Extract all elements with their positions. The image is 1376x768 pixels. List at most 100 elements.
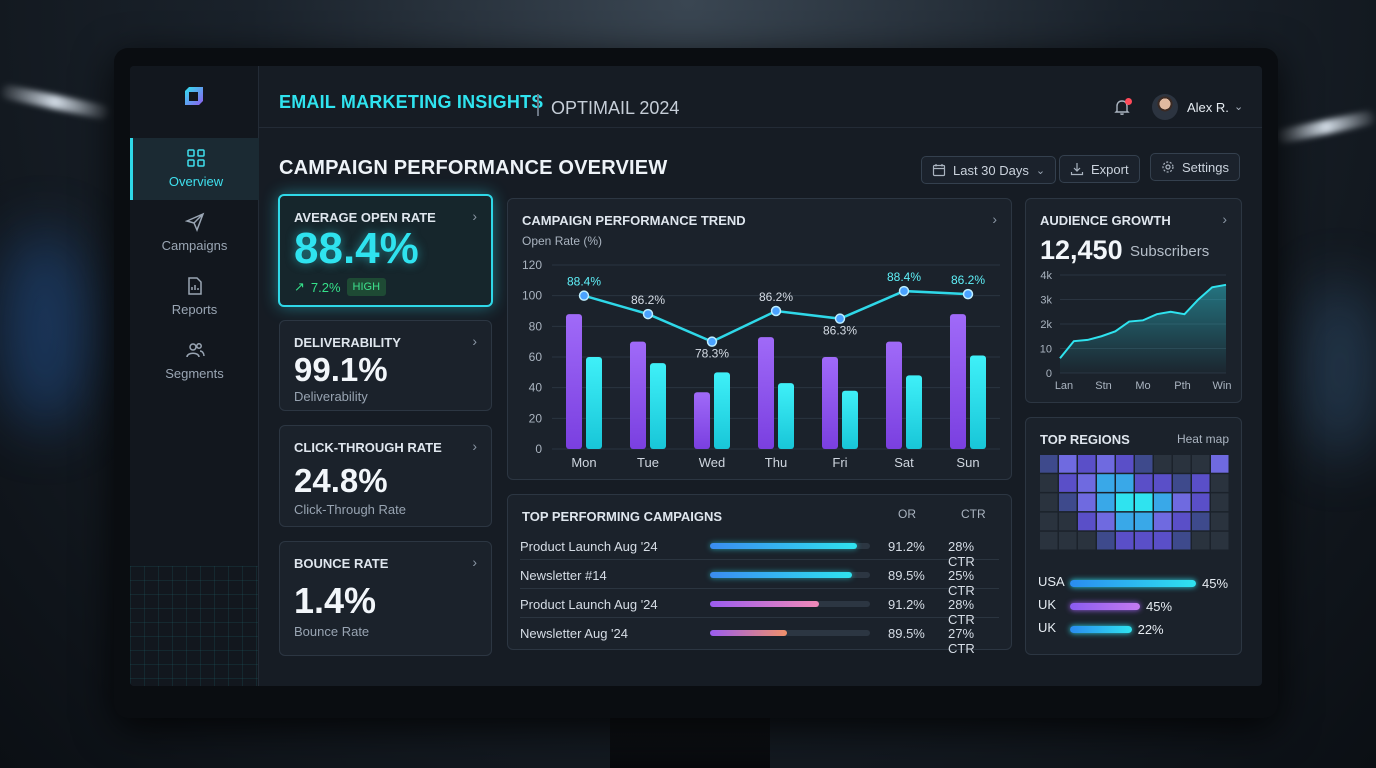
chevron-right-icon[interactable]: › [992, 211, 997, 227]
user-name[interactable]: Alex R. [1187, 100, 1229, 115]
region-percent: 45% [1202, 576, 1229, 591]
campaign-name: Newsletter Aug '24 [520, 626, 628, 641]
date-range-button[interactable]: Last 30 Days ⌄ [921, 156, 1057, 184]
kpi-trend-value: 7.2% [310, 279, 341, 295]
campaign-open-rate: 91.2% [888, 539, 925, 554]
kpi-value: 24.8% [294, 462, 388, 499]
chevron-down-icon: ⌄ [1035, 164, 1046, 177]
heatmap-cell [1097, 474, 1115, 492]
heatmap-cell [1154, 512, 1172, 531]
heatmap-cell [1135, 531, 1153, 550]
heatmap-label[interactable]: Heat map [1176, 432, 1229, 446]
app-subtitle: OPTIMAIL 2024 [551, 98, 680, 118]
region-item[interactable]: UK 45% [1038, 597, 1228, 617]
heatmap-cell [1116, 455, 1134, 473]
campaign-ctr: 28% CTR [948, 597, 975, 627]
y-tick-label: 2k [1040, 319, 1052, 331]
heatmap-cell [1059, 531, 1077, 550]
data-label: 88.4% [567, 275, 601, 289]
region-percent: 45% [1146, 599, 1173, 614]
x-tick-label: Stn [1095, 380, 1112, 392]
export-button[interactable]: Export [1059, 155, 1140, 183]
sidebar-item-segments[interactable]: Segments [130, 330, 259, 392]
heatmap-cell [1116, 474, 1134, 492]
sidebar-item-overview[interactable]: Overview [130, 138, 259, 200]
heatmap-cell [1059, 493, 1077, 512]
chevron-right-icon: › [472, 208, 477, 224]
growth-line [1059, 283, 1227, 359]
trend-point [578, 290, 590, 301]
avatar[interactable] [1152, 94, 1178, 120]
x-tick-label: Lan [1055, 380, 1073, 392]
kpi-card-bounce-rate[interactable]: BOUNCE RATE › 1.4% Bounce Rate [279, 541, 492, 656]
table-row[interactable]: Newsletter Aug '24 89.5% 27% CTR [520, 618, 999, 656]
app-title: EMAIL MARKETING INSIGHTS [279, 92, 544, 112]
campaign-open-rate: 91.2% [888, 597, 925, 612]
campaign-ctr: 27% CTR [948, 626, 975, 656]
campaign-progress-fill [710, 601, 819, 607]
table-row[interactable]: Newsletter #14 89.5% 25% CTR [520, 560, 999, 598]
download-icon [1070, 163, 1084, 176]
sidebar-item-campaigns[interactable]: Campaigns [130, 202, 259, 264]
x-tick-label: Mon [571, 455, 596, 470]
trend-chart: 0 20 40 60 80 100 120 Mon Tue Wed Thu Fri Sat Sun 88.4… [522, 258, 1000, 470]
bar-purple [566, 314, 582, 449]
table-row[interactable]: Product Launch Aug '24 91.2% 28% CTR [520, 589, 999, 627]
heatmap-cell [1192, 512, 1210, 531]
x-tick-label: Tue [637, 455, 659, 470]
kpi-label: BOUNCE RATE [294, 556, 389, 571]
y-tick-label: 60 [529, 350, 543, 364]
audience-unit: Subscribers [1130, 243, 1210, 260]
gear-icon [1162, 161, 1174, 173]
trend-point [898, 285, 910, 297]
chevron-right-icon[interactable]: › [1222, 211, 1227, 227]
settings-button[interactable]: Settings [1150, 153, 1240, 181]
heatmap-cell [1097, 531, 1115, 550]
campaign-ctr: 28% CTR [948, 539, 975, 569]
region-item[interactable]: USA 45% [1038, 574, 1228, 594]
audience-count: 12,450 [1040, 235, 1123, 265]
table-row[interactable]: Product Launch Aug '24 91.2% 28% CTR [520, 531, 999, 569]
chevron-down-icon[interactable]: ⌄ [1234, 101, 1244, 113]
heatmap-cell [1097, 455, 1115, 473]
heatmap-cell [1173, 455, 1191, 473]
data-label: 78.3% [695, 347, 729, 361]
sidebar-item-reports[interactable]: Reports [130, 266, 259, 328]
trend-point [962, 288, 974, 300]
arrow-up-right-icon: ↗ [294, 279, 305, 294]
region-bar [1070, 626, 1132, 633]
notification-dot [1125, 98, 1132, 105]
chart-ylabel: Open Rate (%) [522, 234, 603, 248]
bar-cyan [650, 363, 666, 449]
kpi-card-open-rate[interactable]: AVERAGE OPEN RATE › 88.4% ↗ 7.2% HIGH [278, 194, 493, 307]
heatmap-cell [1135, 493, 1153, 512]
data-label: 86.2% [951, 273, 985, 287]
heatmap-cell [1078, 512, 1096, 531]
trend-chart-card: CAMPAIGN PERFORMANCE TREND › Open Rate (… [507, 198, 1012, 480]
card-title: CAMPAIGN PERFORMANCE TREND [522, 213, 746, 228]
heatmap-cell [1078, 474, 1096, 492]
y-tick-label: 3k [1040, 295, 1052, 307]
bar-cyan [842, 390, 858, 449]
heatmap-cell [1173, 493, 1191, 512]
bar-purple [630, 341, 646, 449]
heatmap-cell [1211, 512, 1229, 531]
kpi-subtitle: Bounce Rate [294, 624, 370, 639]
kpi-card-deliverability[interactable]: DELIVERABILITY › 99.1% Deliverability [279, 320, 492, 411]
campaign-progress-fill [710, 572, 853, 578]
data-label: 86.3% [823, 324, 857, 338]
calendar-icon [932, 164, 946, 177]
y-tick-label: 10 [1040, 344, 1052, 356]
growth-area [1060, 284, 1226, 373]
top-regions-card: TOP REGIONS Heat map USA 45% UK 45% UK 22% [1025, 417, 1242, 655]
region-bar [1070, 603, 1140, 610]
export-label: Export [1091, 161, 1129, 177]
kpi-card-click-through[interactable]: CLICK-THROUGH RATE › 24.8% Click-Through… [279, 425, 492, 527]
y-tick-label: 120 [522, 258, 542, 272]
kpi-label: DELIVERABILITY [294, 335, 401, 350]
bell-icon[interactable] [1113, 98, 1131, 116]
bar-purple [758, 337, 774, 449]
region-item[interactable]: UK 22% [1038, 620, 1228, 640]
x-tick-label: Thu [765, 455, 787, 470]
dashboard-screen: Overview Campaigns Reports Segments EMAI… [130, 66, 1262, 686]
